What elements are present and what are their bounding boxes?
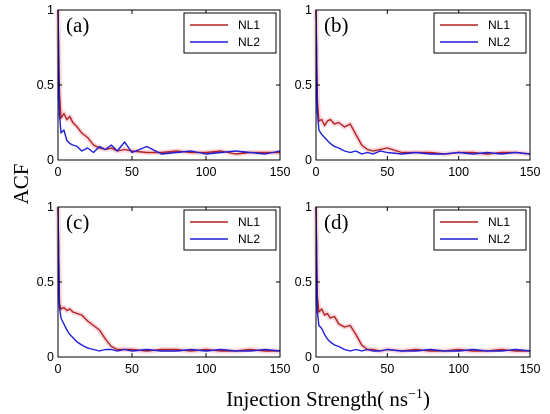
panel-1: 0 50 100 150 0 0.5 1 (a) NL1 NL2 [37,3,291,179]
y-tick-label: 1 [305,200,312,214]
x-tick-label: 150 [270,362,291,376]
legend-box [433,209,527,251]
legend-box [183,12,277,54]
y-tick-label: 0.5 [295,78,312,92]
legend-label-nl2: NL2 [238,232,260,246]
y-tick-label: 1 [47,200,54,214]
legend-label-nl2: NL2 [238,35,260,49]
series-line-nl1 [315,9,531,155]
legend-box [433,12,527,54]
panel-label: (d) [324,210,349,234]
series-line-nl2 [57,206,281,352]
x-tick-label: 100 [448,165,469,179]
legend-label-nl2: NL2 [488,232,510,246]
x-tick-label: 0 [55,165,62,179]
legend-label-nl2: NL2 [488,35,510,49]
x-tick-label: 150 [520,165,541,179]
x-tick-label: 50 [380,362,394,376]
legend-label-nl1: NL1 [488,215,510,229]
panel-2: 0 50 100 150 0 0.5 1 (b) NL1 NL2 [295,3,541,179]
legend-label-nl1: NL1 [488,18,510,32]
y-axis-title: ACF [9,164,33,205]
y-tick-label: 0 [305,350,312,364]
x-axis-title: Injection Strength( ns−1) [226,387,430,411]
x-axis-title-sup: −1 [408,387,423,402]
y-tick-label: 0 [305,153,312,167]
x-tick-label: 50 [125,362,139,376]
y-tick-label: 0 [47,350,54,364]
x-axis-title-main: Injection Strength( ns [226,387,408,411]
y-tick-label: 1 [47,3,54,17]
y-tick-label: 0.5 [295,275,312,289]
panel-label: (c) [66,210,89,234]
x-tick-label: 100 [448,362,469,376]
legend-label-nl1: NL1 [238,215,260,229]
series-line-nl2 [57,9,281,155]
y-tick-label: 1 [305,3,312,17]
x-tick-label: 150 [270,165,291,179]
x-tick-label: 50 [380,165,394,179]
x-tick-label: 50 [125,165,139,179]
x-tick-label: 0 [313,362,320,376]
x-tick-label: 100 [196,362,217,376]
series-line-nl1 [57,9,280,155]
x-tick-label: 0 [55,362,62,376]
legend-label-nl1: NL1 [238,18,260,32]
legend-box [183,209,277,251]
x-tick-label: 150 [520,362,541,376]
panel-4: 0 50 100 150 0 0.5 1 (d) NL1 NL2 [295,200,541,376]
y-tick-label: 0.5 [37,275,54,289]
series-line-nl2 [315,9,531,155]
y-tick-label: 0.5 [37,78,54,92]
x-tick-label: 100 [196,165,217,179]
x-axis-title-close: ) [423,387,430,411]
x-tick-label: 0 [313,165,320,179]
y-tick-label: 0 [47,153,54,167]
panel-3: 0 50 100 150 0 0.5 1 (c) NL1 NL2 [37,200,291,376]
panel-label: (b) [324,13,349,37]
series-line-nl2 [315,206,531,352]
panel-label: (a) [66,13,89,37]
